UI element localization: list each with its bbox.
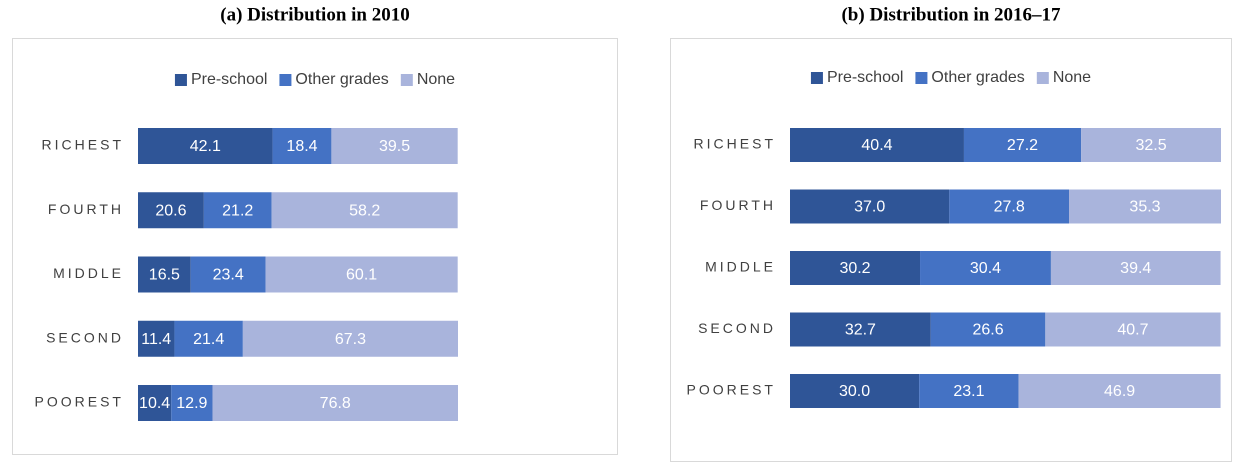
bar-segment (265, 256, 458, 293)
value-label: 27.2 (1007, 137, 1038, 154)
bar-segment (920, 251, 1051, 285)
bar-segment (190, 256, 266, 293)
legend-swatch (810, 72, 823, 84)
legend-swatch (279, 74, 292, 86)
value-label: 30.0 (839, 383, 870, 400)
bar-segment (138, 256, 191, 293)
bar-segment (271, 192, 458, 229)
value-label: 60.1 (346, 267, 377, 284)
bar-segment (171, 385, 213, 421)
chart-title: (b) Distribution in 2016–17 (841, 4, 1061, 25)
category-label: RICHEST (694, 136, 776, 152)
chart-title: (a) Distribution in 2010 (220, 4, 410, 25)
value-label: 39.4 (1120, 260, 1151, 277)
legend-label: Other grades (295, 71, 388, 88)
value-label: 18.4 (286, 138, 317, 155)
value-label: 37.0 (854, 199, 885, 216)
value-label: 10.4 (139, 395, 170, 412)
value-label: 11.4 (141, 331, 171, 348)
bar-segment (1081, 128, 1221, 162)
value-label: 30.2 (839, 260, 870, 277)
bar-segment (930, 312, 1046, 347)
value-label: 16.5 (149, 267, 180, 284)
value-label: 35.3 (1129, 199, 1160, 216)
legend-swatch (1036, 72, 1049, 84)
bar-segment (1018, 374, 1221, 408)
frame (12, 38, 618, 455)
value-label: 76.8 (320, 395, 351, 412)
bar-segment (790, 374, 920, 408)
value-label: 27.8 (994, 199, 1025, 216)
category-label: FOURTH (48, 201, 124, 217)
bar-segment (138, 385, 172, 421)
bar-segment (174, 320, 243, 357)
bar-segment (138, 128, 273, 164)
value-label: 40.7 (1117, 322, 1148, 339)
value-label: 23.1 (953, 383, 984, 400)
legend-label: Pre-school (827, 69, 903, 86)
value-label: 46.9 (1104, 383, 1135, 400)
bar-segment (949, 189, 1070, 224)
legend-swatch (915, 72, 928, 84)
category-label: MIDDLE (53, 265, 124, 281)
legend-label: None (417, 71, 455, 88)
bar-segment (790, 312, 931, 347)
bar-segment (1069, 189, 1221, 224)
legend-label: None (1053, 69, 1091, 86)
value-label: 32.5 (1135, 137, 1166, 154)
value-label: 26.6 (972, 322, 1003, 339)
value-label: 40.4 (861, 137, 892, 154)
bar-segment (790, 251, 921, 285)
value-label: 23.4 (213, 267, 244, 284)
bar-segment (331, 128, 458, 164)
value-label: 42.1 (190, 138, 221, 155)
value-label: 30.4 (970, 260, 1001, 277)
category-label: POOREST (35, 394, 124, 410)
bar-segment (790, 189, 950, 224)
category-label: MIDDLE (705, 259, 776, 275)
value-label: 32.7 (845, 322, 876, 339)
legend-swatch (400, 74, 413, 86)
bar-segment (963, 128, 1082, 162)
category-label: POOREST (687, 382, 776, 398)
legend-label: Pre-school (191, 71, 267, 88)
category-label: SECOND (46, 329, 124, 345)
value-label: 21.4 (193, 331, 224, 348)
value-label: 67.3 (335, 331, 366, 348)
value-label: 20.6 (155, 202, 186, 219)
value-label: 58.2 (349, 202, 380, 219)
bar-segment (790, 128, 964, 162)
bar-segment (212, 385, 458, 421)
value-label: 39.5 (379, 138, 410, 155)
legend-label: Other grades (931, 69, 1024, 86)
bar-segment (919, 374, 1019, 408)
bar-segment (242, 320, 458, 357)
bar-segment (272, 128, 332, 164)
bar-segment (138, 320, 175, 357)
bar-segment (138, 192, 204, 229)
category-label: SECOND (698, 320, 776, 336)
value-label: 21.2 (222, 202, 253, 219)
category-label: RICHEST (42, 137, 124, 153)
bar-segment (203, 192, 272, 229)
category-label: FOURTH (700, 197, 776, 213)
legend-swatch (174, 74, 187, 86)
bar-segment (1050, 251, 1221, 285)
value-label: 12.9 (176, 395, 207, 412)
bar-segment (1045, 312, 1221, 347)
